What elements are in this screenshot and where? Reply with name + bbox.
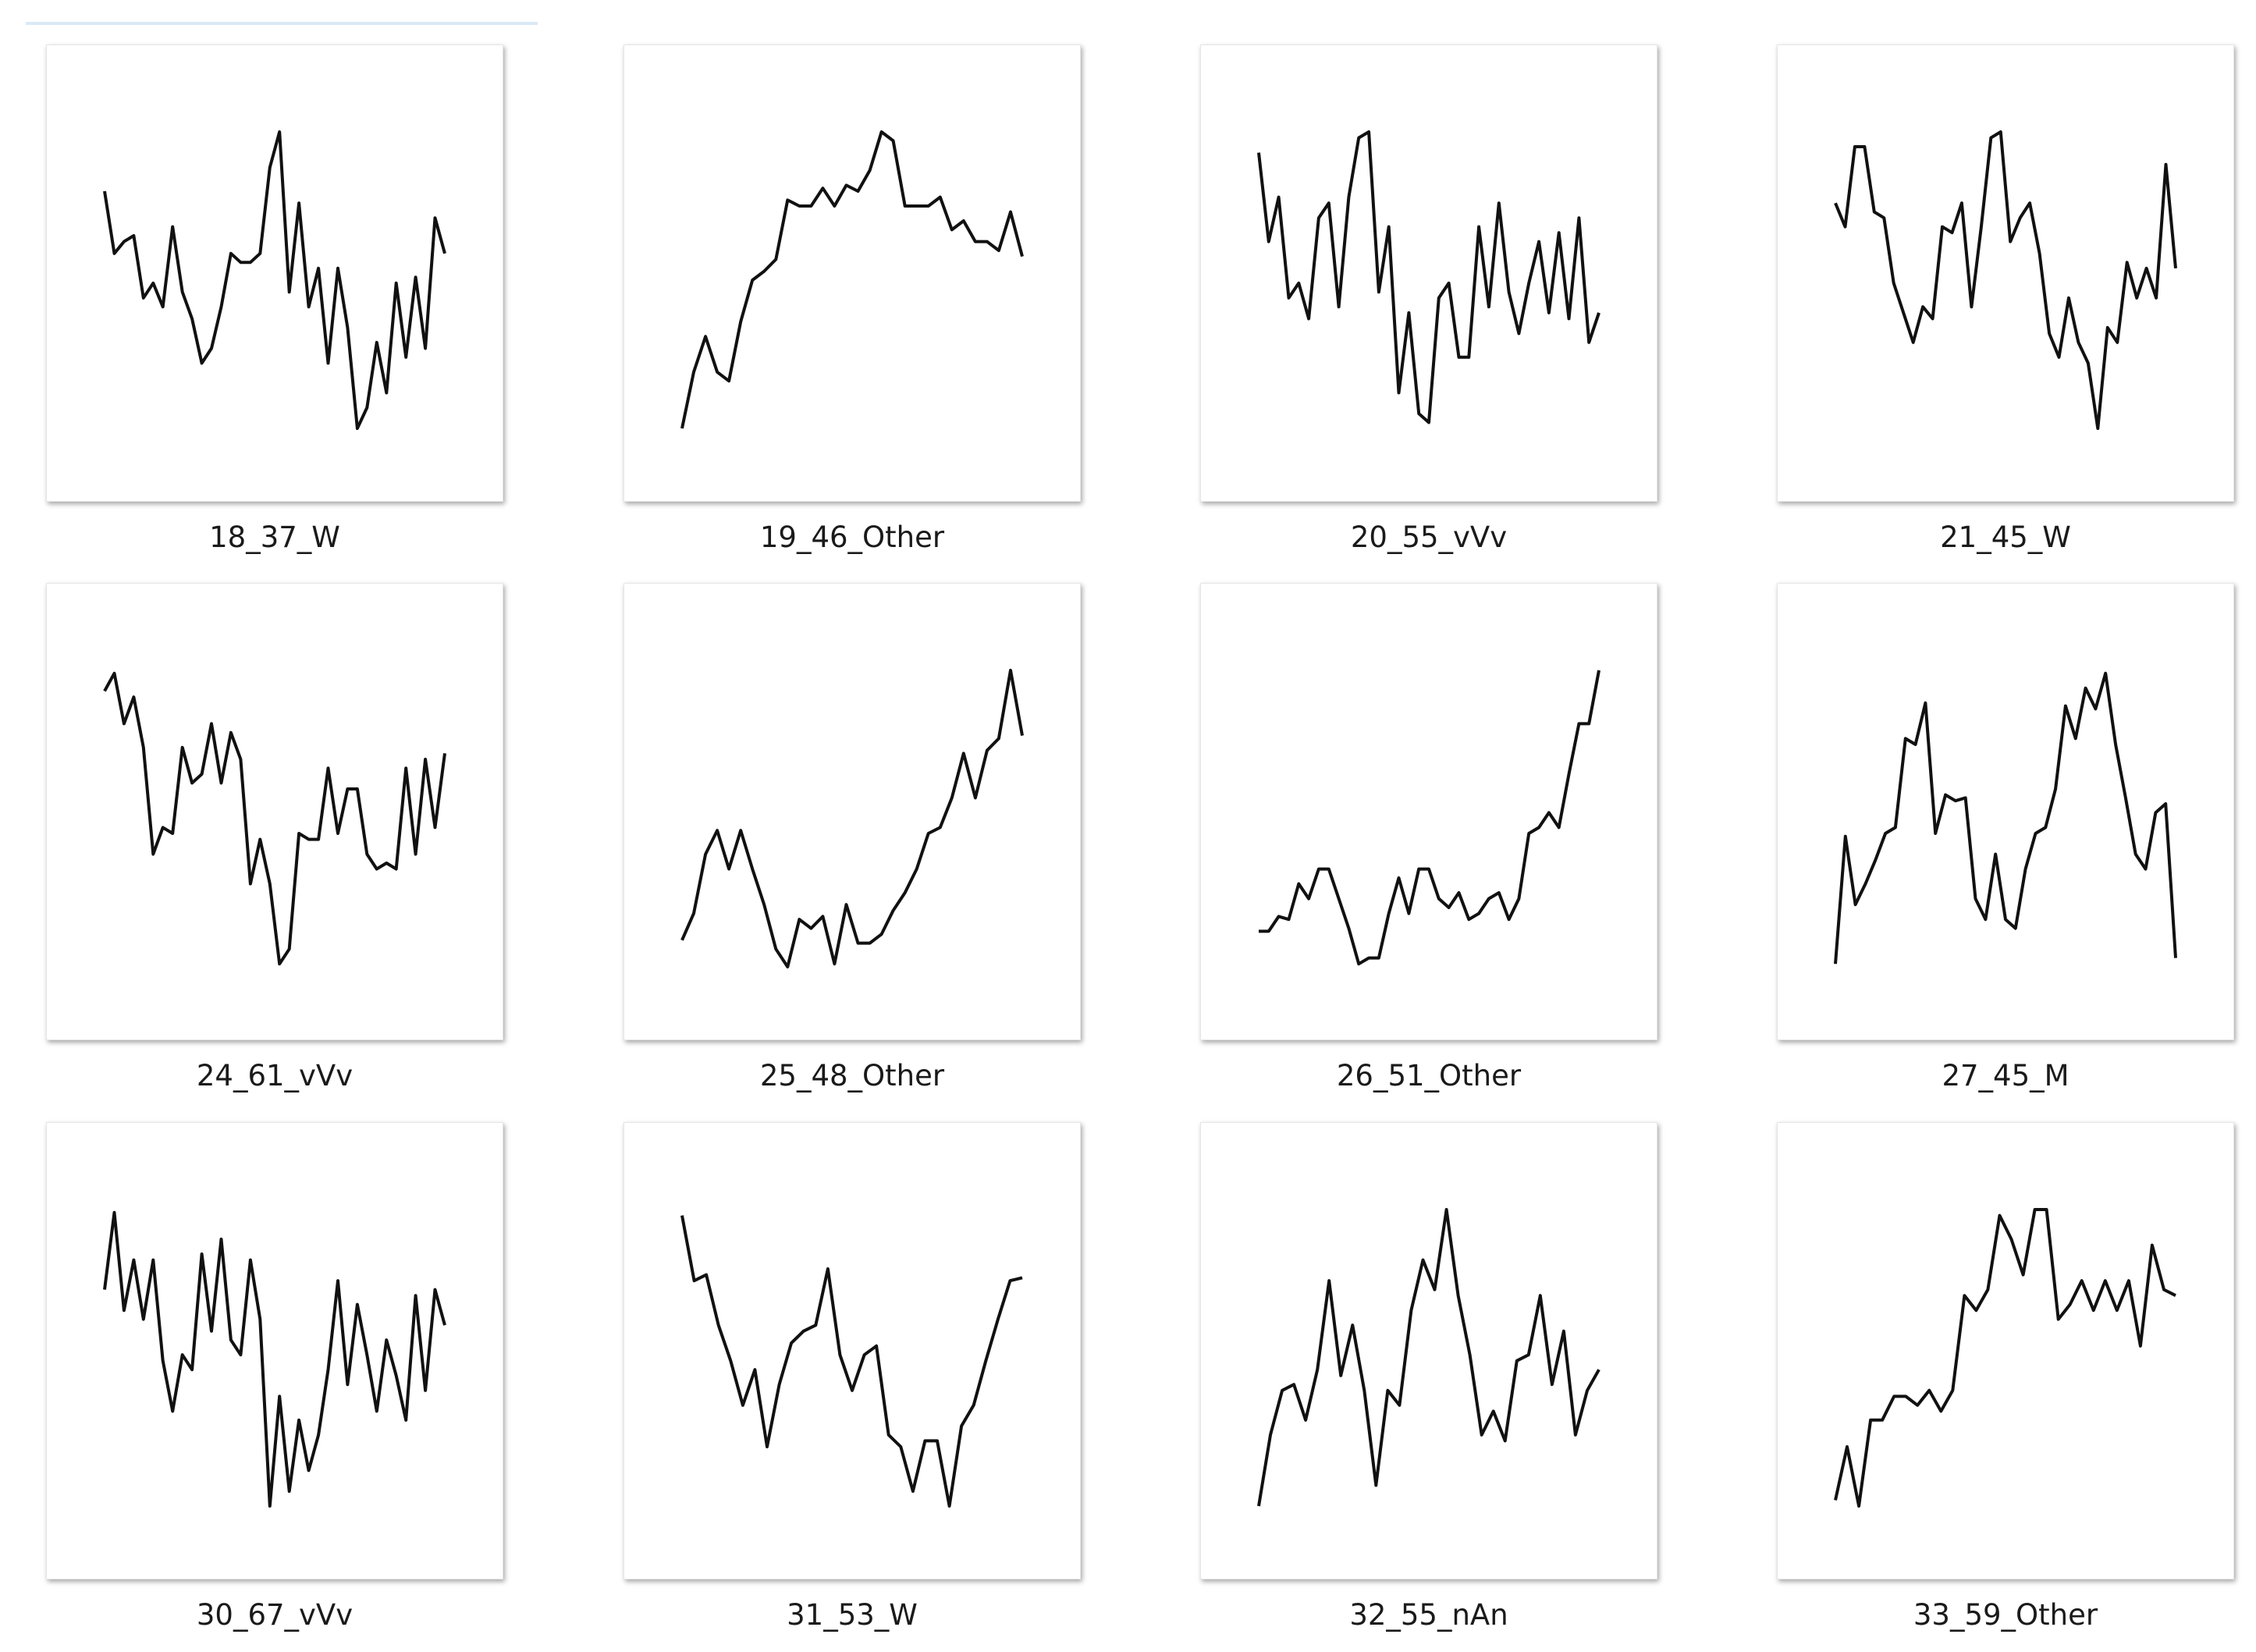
thumbnail[interactable] — [1200, 1122, 1657, 1579]
file-name[interactable]: 33_59_Other — [1913, 1598, 2098, 1632]
thumbnail-chart — [103, 1210, 446, 1508]
thumbnail[interactable] — [1200, 44, 1657, 502]
file-name[interactable]: 31_53_W — [787, 1598, 918, 1632]
file-name[interactable]: 19_46_Other — [759, 520, 945, 554]
thumbnail-chart — [1257, 130, 1601, 425]
sparkline — [1834, 1208, 2176, 1508]
file-name[interactable]: 21_45_W — [1940, 520, 2071, 554]
sparkline — [103, 1210, 446, 1508]
file-name[interactable]: 25_48_Other — [759, 1059, 945, 1092]
file-name[interactable]: 30_67_vVv — [196, 1598, 353, 1632]
selection-bar — [26, 22, 538, 25]
thumbnail-chart — [103, 671, 446, 966]
file-name[interactable]: 24_61_vVv — [196, 1059, 353, 1092]
sparkline — [1259, 670, 1601, 966]
file-name[interactable]: 20_55_vVv — [1350, 520, 1508, 554]
thumbnail[interactable] — [1777, 583, 2234, 1040]
thumbnail-chart — [680, 1215, 1023, 1508]
thumbnail-chart — [1834, 1208, 2176, 1508]
sparkline — [1257, 1208, 1601, 1507]
sparkline — [1834, 130, 2177, 430]
thumbnail[interactable] — [1200, 583, 1657, 1040]
thumbnail-chart — [1834, 130, 2177, 430]
file-name[interactable]: 18_37_W — [209, 520, 340, 554]
file-name[interactable]: 32_55_nAn — [1349, 1598, 1508, 1632]
thumbnail[interactable] — [46, 1122, 503, 1579]
sparkline — [680, 1215, 1023, 1508]
sparkline — [1257, 130, 1601, 425]
sparkline — [103, 671, 446, 966]
thumbnail-chart — [680, 130, 1024, 429]
thumbnail[interactable] — [624, 1122, 1081, 1579]
thumbnail[interactable] — [624, 583, 1081, 1040]
thumbnail[interactable] — [46, 583, 503, 1040]
thumbnail-chart — [103, 130, 446, 430]
thumbnail-chart — [1834, 671, 2177, 965]
thumbnail-chart — [680, 669, 1024, 968]
thumbnail[interactable] — [1777, 44, 2234, 502]
file-name[interactable]: 27_45_M — [1942, 1059, 2069, 1092]
sparkline — [680, 130, 1024, 429]
thumbnail[interactable] — [46, 44, 503, 502]
sparkline — [1834, 671, 2177, 965]
file-name[interactable]: 26_51_Other — [1336, 1059, 1522, 1092]
thumbnail[interactable] — [1777, 1122, 2234, 1579]
thumbnail-chart — [1259, 670, 1601, 966]
sparkline — [103, 130, 446, 430]
thumbnail[interactable] — [624, 44, 1081, 502]
sparkline — [680, 669, 1024, 968]
thumbnail-chart — [1257, 1208, 1601, 1507]
